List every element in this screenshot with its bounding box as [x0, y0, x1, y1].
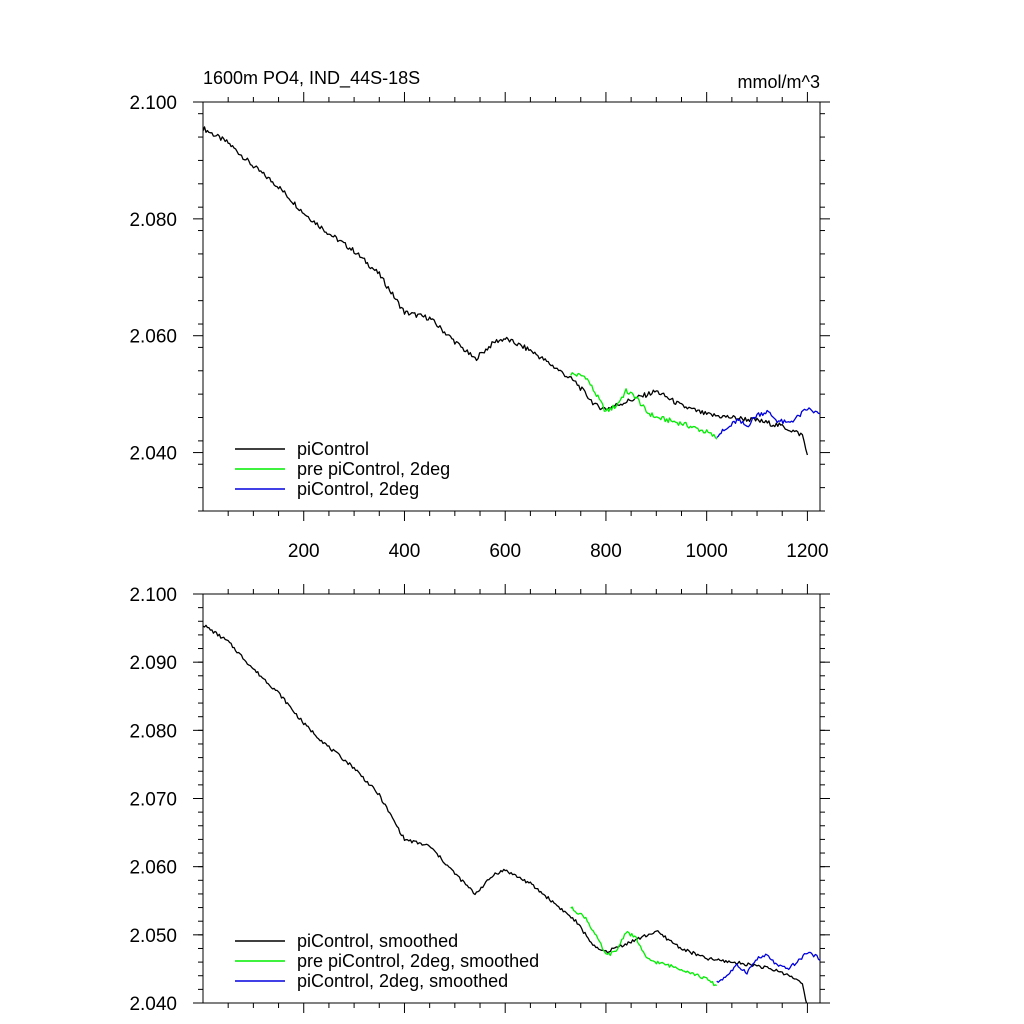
upper-panel: 200 400 600 800 1000 1200 2.040 2.060 2.080 2.100… [129, 92, 830, 562]
legend-label: piControl, smoothed [297, 931, 458, 951]
x-tick-label: 800 [590, 541, 622, 562]
y-tick-label: 2.090 [129, 653, 177, 674]
series-line-pre-picontrol-2deg-smoothed [570, 906, 717, 987]
x-tick-label: 600 [489, 541, 521, 562]
y-tick-label: 2.080 [129, 721, 177, 742]
plot-frame [202, 101, 821, 512]
lower-panel: 2.040 2.050 2.060 2.070 2.080 2.090 2.100 piCon… [129, 584, 830, 1015]
series-line-picontrol-2deg-smoothed [716, 951, 820, 983]
y-tick-label: 2.040 [129, 994, 177, 1015]
legend-label: piControl, 2deg [297, 479, 419, 499]
legend-label: piControl [297, 439, 369, 459]
y-tick-label: 2.060 [129, 327, 177, 348]
legend-label: pre piControl, 2deg, smoothed [297, 951, 539, 971]
series-line-picontrol [203, 126, 809, 456]
y-tick-label: 2.100 [129, 93, 177, 114]
series-line-pre-picontrol-2deg [570, 372, 718, 440]
y-tick-label: 2.100 [129, 585, 177, 606]
series-line-picontrol-smoothed [203, 624, 808, 1003]
y-tick-label: 2.060 [129, 858, 177, 879]
y-tick-label: 2.080 [129, 210, 177, 231]
x-tick-label: 200 [288, 541, 320, 562]
y-tick-label: 2.040 [129, 444, 177, 465]
series-line-picontrol-2deg [716, 407, 820, 439]
units-label: mmol/m^3 [738, 72, 820, 92]
y-tick-label: 2.070 [129, 790, 177, 811]
x-tick-label: 400 [389, 541, 421, 562]
plot-frame [202, 593, 821, 1004]
figure-title: 1600m PO4, IND_44S-18S [203, 68, 420, 89]
x-tick-label: 1000 [686, 541, 728, 562]
y-tick-label: 2.050 [129, 926, 177, 947]
legend-label: piControl, 2deg, smoothed [297, 971, 508, 991]
legend-label: pre piControl, 2deg [297, 459, 450, 479]
x-tick-label: 1200 [786, 541, 828, 562]
